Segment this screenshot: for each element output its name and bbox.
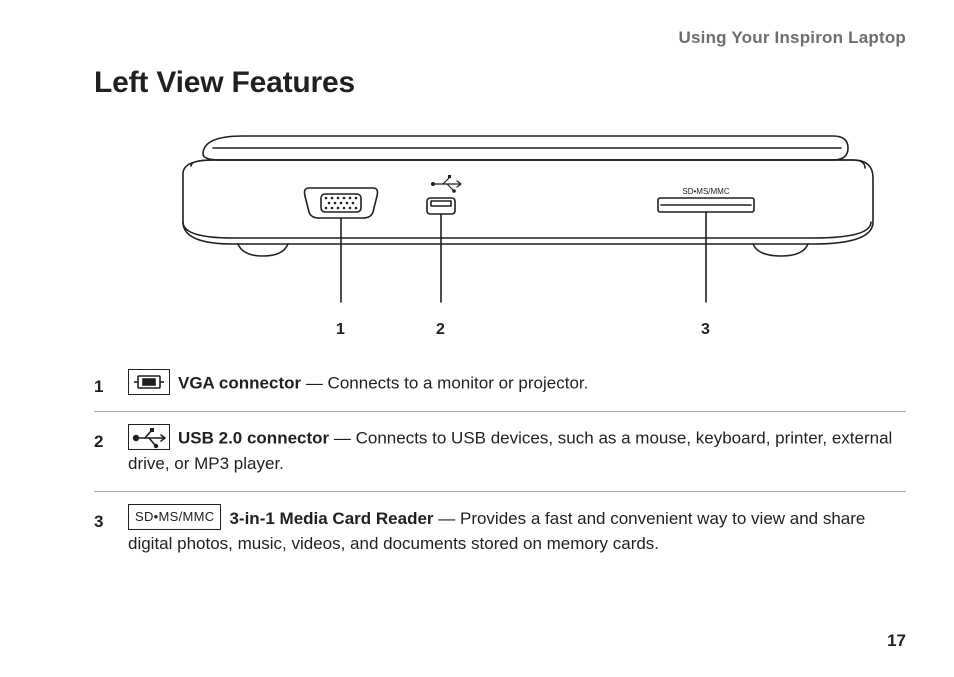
callout-3: 3 xyxy=(701,321,710,339)
callout-2: 2 xyxy=(436,321,445,339)
feature-number: 3 xyxy=(94,506,128,557)
sd-icon-text: SD•MS/MMC xyxy=(135,509,214,524)
sd-slot-label: SD•MS/MMC xyxy=(682,187,729,196)
feature-list: 1 VGA connector — Connects to a monitor … xyxy=(94,357,906,571)
feature-title: VGA connector xyxy=(178,373,301,392)
feature-desc: — Connects to a monitor or projector. xyxy=(301,373,588,392)
laptop-left-view-diagram: SD•MS/MMC xyxy=(113,126,888,316)
feature-item: 3 SD•MS/MMC 3-in-1 Media Card Reader — P… xyxy=(94,491,906,571)
feature-title: USB 2.0 connector xyxy=(178,428,329,447)
feature-body: USB 2.0 connector — Connects to USB devi… xyxy=(128,426,906,477)
callout-numbers: 1 2 3 xyxy=(113,321,888,339)
usb-icon xyxy=(128,424,170,450)
diagram-container: SD•MS/MMC 1 2 3 xyxy=(113,126,888,339)
feature-body: VGA connector — Connects to a monitor or… xyxy=(128,371,906,397)
feature-item: 2 USB 2.0 connector — C xyxy=(94,411,906,491)
page-title: Left View Features xyxy=(94,66,906,100)
sd-card-icon: SD•MS/MMC xyxy=(128,504,221,531)
feature-number: 2 xyxy=(94,426,128,477)
page-number: 17 xyxy=(887,631,906,651)
callout-1: 1 xyxy=(336,321,345,339)
section-header: Using Your Inspiron Laptop xyxy=(94,28,906,48)
feature-body: SD•MS/MMC 3-in-1 Media Card Reader — Pro… xyxy=(128,506,906,557)
feature-item: 1 VGA connector — Connects to a monitor … xyxy=(94,357,906,411)
vga-icon xyxy=(128,369,170,395)
feature-title: 3-in-1 Media Card Reader xyxy=(229,509,433,528)
feature-number: 1 xyxy=(94,371,128,397)
page: Using Your Inspiron Laptop Left View Fea… xyxy=(0,0,954,677)
